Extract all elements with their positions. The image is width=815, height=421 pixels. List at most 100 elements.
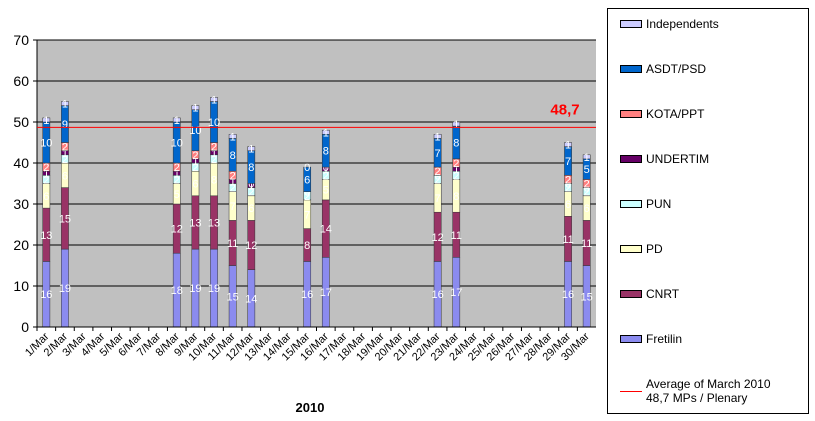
data-label: 9 [62, 119, 68, 131]
data-label: 13 [189, 217, 201, 229]
bar-segment [172, 117, 181, 123]
data-label: 1 [174, 168, 180, 180]
legend-swatch [620, 335, 642, 343]
data-label: 2 [453, 170, 459, 182]
data-label: 2 [435, 174, 441, 186]
data-label: 2 [453, 158, 459, 170]
plot-area [37, 40, 596, 327]
data-label: 0 [304, 162, 310, 174]
data-label: 1 [435, 131, 441, 143]
y-axis: 0 10 20 30 40 50 60 70 [13, 32, 38, 335]
data-label: 15 [227, 291, 239, 303]
legend-swatch [620, 155, 642, 163]
bar-segment [564, 142, 572, 147]
data-label: 10 [208, 117, 220, 129]
bars: 1613621210119156212911812521210119136212… [40, 94, 593, 328]
data-label: 6 [565, 199, 571, 211]
data-label: 0 [304, 187, 310, 199]
bar-segment [582, 154, 591, 160]
data-label: 8 [211, 174, 217, 186]
data-label: 1 [323, 164, 329, 176]
bar-segment [303, 166, 312, 192]
data-label: 1 [323, 127, 329, 139]
data-label: 0 [248, 179, 254, 191]
data-label: 14 [320, 224, 332, 236]
legend-item: CNRT [620, 287, 679, 301]
data-label: 2 [43, 162, 49, 174]
data-label: 7 [435, 148, 441, 160]
legend-item: ASDT/PSD [620, 62, 706, 76]
data-label: 0 [584, 183, 590, 195]
data-label: 16 [431, 289, 443, 301]
data-label: 8 [230, 150, 236, 162]
data-label: 16 [301, 289, 313, 301]
y-tick-label: 20 [13, 237, 29, 253]
data-label: 12 [431, 232, 443, 244]
data-label: 15 [581, 291, 593, 303]
data-label: 16 [40, 289, 52, 301]
data-label: 1 [248, 144, 254, 156]
legend-item: Independents [620, 17, 719, 31]
bar-segment [42, 117, 51, 123]
bar-segment [228, 134, 237, 139]
x-axis-title: 2010 [296, 400, 325, 415]
data-label: 6 [43, 191, 49, 203]
data-label: 0 [435, 170, 441, 182]
y-tick-label: 40 [13, 155, 29, 171]
data-label: 5 [584, 164, 590, 176]
data-label: 15 [59, 213, 71, 225]
data-label: 2 [211, 154, 217, 166]
data-label: 8 [304, 240, 310, 252]
legend-item: Average of March 2010 48,7 MPs / Plenary [620, 377, 771, 405]
data-label: 1 [565, 140, 571, 152]
data-label: 7 [435, 193, 441, 205]
legend-label: Independents [646, 17, 719, 31]
data-label: 2 [174, 174, 180, 186]
data-label: 8 [248, 162, 254, 174]
data-label: 2 [435, 166, 441, 178]
legend-label: KOTA/PPT [646, 107, 705, 121]
data-label: 11 [562, 234, 573, 246]
data-label: 8 [453, 138, 459, 150]
data-label: 2 [230, 183, 236, 195]
data-label: 2 [565, 174, 571, 186]
data-label: 0 [565, 179, 571, 191]
bar-segment [433, 134, 442, 139]
bar-segment [247, 146, 256, 151]
data-label: 6 [248, 203, 254, 215]
data-label: 6 [62, 170, 68, 182]
data-label: 18 [171, 285, 183, 297]
bar-segment [61, 101, 69, 106]
data-label: 6 [192, 179, 198, 191]
legend-swatch [620, 290, 642, 298]
data-label: 8 [453, 191, 459, 203]
data-label: 12 [171, 224, 183, 236]
y-tick-label: 30 [13, 196, 29, 212]
data-label: 7 [565, 156, 571, 168]
legend-item: PD [620, 242, 663, 256]
legend-label: Fretilin [646, 332, 683, 346]
data-label: 17 [450, 287, 462, 299]
data-label: 2 [584, 187, 590, 199]
legend-swatch [620, 65, 642, 73]
data-label: 6 [584, 203, 590, 215]
data-label: 10 [40, 138, 52, 150]
data-label: 6 [304, 174, 310, 186]
legend-label: UNDERTIM [646, 152, 710, 166]
legend-line [620, 390, 642, 392]
legend-label: CNRT [646, 287, 680, 301]
data-label: 1 [211, 148, 217, 160]
data-label: 2 [43, 174, 49, 186]
data-label: 2 [62, 154, 68, 166]
data-label: 11 [581, 238, 592, 250]
y-tick-label: 50 [13, 114, 29, 130]
data-label: 2 [174, 162, 180, 174]
data-label: 7 [304, 209, 310, 221]
data-label: 1 [192, 156, 198, 168]
legend-swatch [620, 110, 642, 118]
data-label: 1 [453, 119, 459, 131]
data-label: 2 [584, 179, 590, 191]
data-label: 1 [62, 99, 68, 111]
legend-swatch [620, 245, 642, 253]
